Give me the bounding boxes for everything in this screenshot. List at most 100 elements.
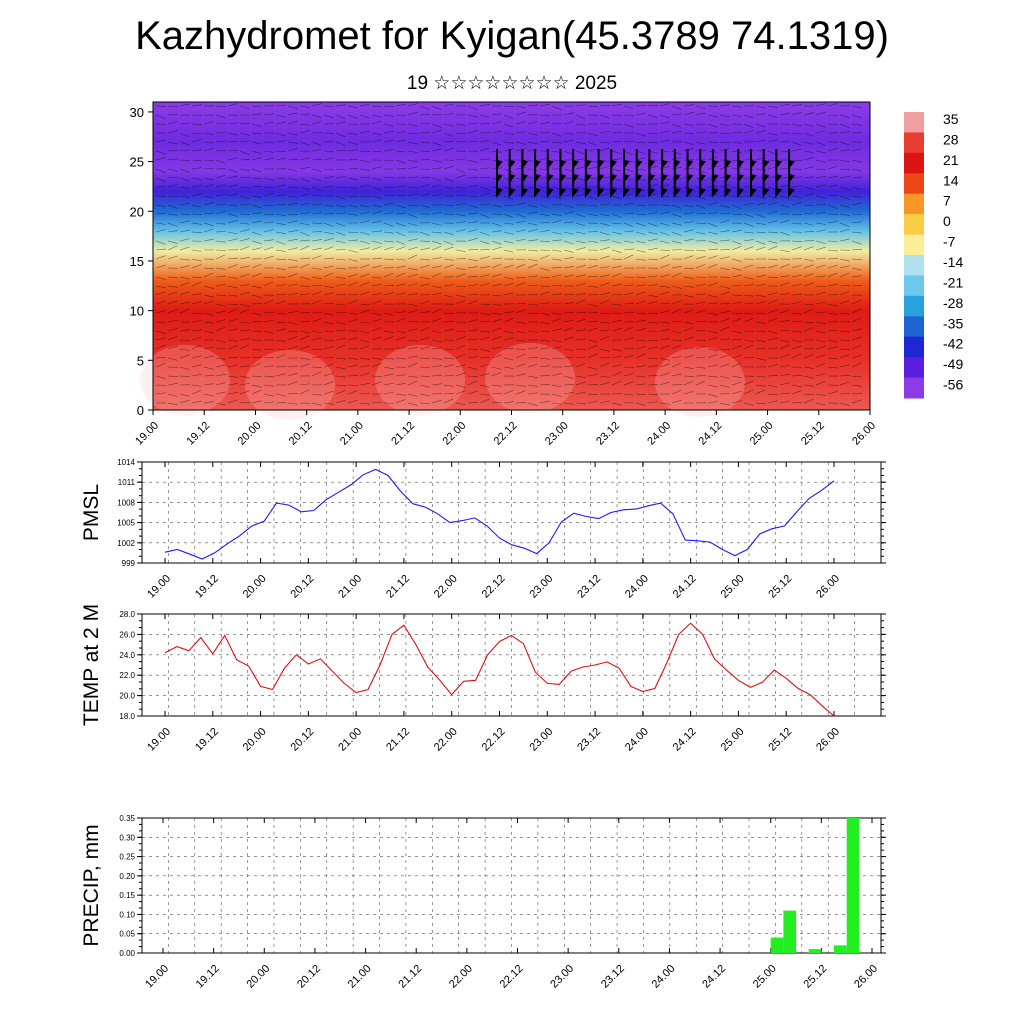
y-tick-label: 1014 <box>117 458 135 467</box>
x-tick-label: 19.00 <box>133 420 161 448</box>
y-axis-label: PMSL <box>80 484 103 541</box>
colorbar-swatch <box>904 336 924 358</box>
y-tick-label: 30 <box>130 105 144 120</box>
warm-core <box>140 345 230 415</box>
colorbar-label: 35 <box>943 111 959 127</box>
colorbar-label: -14 <box>943 254 963 270</box>
x-tick-label: 25.12 <box>766 573 794 601</box>
y-tick-label: 0 <box>137 403 144 418</box>
y-tick-label: 28.0 <box>119 610 135 619</box>
x-tick-label: 24.00 <box>645 420 673 448</box>
x-tick-label: 20.12 <box>289 726 317 754</box>
colorbar-swatch <box>904 173 924 195</box>
x-tick-label: 22.12 <box>492 420 520 448</box>
y-axis-label: PRECIP, mm <box>80 824 103 946</box>
y-tick-label: 999 <box>122 559 136 568</box>
x-tick-label: 19.12 <box>193 726 221 754</box>
cross-section-panel: 0 5 10 15 20 25 30 19.00 19.12 20.00 20.12 21.00 21.… <box>130 101 963 448</box>
pmsl-panel: 999 1002 1005 1008 1011 1014 19.00 19.12 20.00 20… <box>80 458 886 601</box>
y-tick-label: 25 <box>130 155 144 170</box>
x-tick-label: 19.12 <box>193 573 221 601</box>
y-axis-label: TEMP at 2 M <box>80 604 103 726</box>
y-tick-label: 1008 <box>117 498 135 507</box>
colorbar-swatch <box>904 255 924 276</box>
x-tick-label: 25.00 <box>719 573 747 601</box>
x-tick-label: 25.12 <box>802 963 830 991</box>
x-tick-label: 23.12 <box>575 726 603 754</box>
x-tick-label: 23.12 <box>575 573 603 601</box>
colorbar-label: -56 <box>943 377 963 393</box>
x-tick-label: 20.12 <box>295 963 323 991</box>
x-tick-label: 22.12 <box>480 726 508 754</box>
colorbar-label: 14 <box>943 172 959 188</box>
colorbar-label: 7 <box>943 193 951 209</box>
warm-core <box>485 343 575 413</box>
x-tick-label: 20.00 <box>241 726 269 754</box>
x-tick-label: 24.12 <box>671 726 699 754</box>
y-tick-label: 1011 <box>118 478 136 487</box>
colorbar-swatch <box>904 295 924 317</box>
y-tick-label: 0.10 <box>119 910 135 919</box>
plot-frame <box>141 461 882 564</box>
x-tick-label: 20.12 <box>289 573 317 601</box>
y-tick-label: 20 <box>130 204 144 219</box>
colorbar-label: 21 <box>943 152 959 168</box>
y-tick-label: 0.35 <box>119 814 135 823</box>
precip-panel: 0.00 0.05 0.10 0.15 0.20 0.25 0.30 0.35 19.00 19.… <box>80 814 886 991</box>
x-tick-label: 24.00 <box>650 963 678 991</box>
precip-bar <box>846 818 860 953</box>
colorbar-label: 0 <box>943 213 951 229</box>
y-tick-label: 20.0 <box>119 692 135 701</box>
x-tick-label: 25.12 <box>766 726 794 754</box>
x-tick-label: 24.00 <box>623 726 651 754</box>
x-tick-label: 21.12 <box>384 726 412 754</box>
x-tick-label: 26.00 <box>850 420 878 448</box>
colorbar-label: -42 <box>943 336 963 352</box>
y-tick-label: 15 <box>130 254 144 269</box>
y-tick-label: 1005 <box>117 519 135 528</box>
colorbar-swatch <box>904 377 924 399</box>
plot-frame <box>141 817 882 954</box>
x-tick-label: 20.12 <box>287 420 315 448</box>
page-subtitle: 19 ☆☆☆☆☆☆☆☆ 2025 <box>406 73 618 94</box>
y-tick-label: 0.20 <box>119 872 135 881</box>
y-tick-label: 10 <box>130 304 144 319</box>
y-tick-label: 22.0 <box>119 671 135 680</box>
colorbar-label: -28 <box>943 295 963 311</box>
colorbar-swatch <box>904 132 924 154</box>
x-tick-label: 24.12 <box>671 573 699 601</box>
x-tick-label: 22.12 <box>480 573 508 601</box>
y-tick-label: 0.15 <box>119 891 135 900</box>
x-tick-label: 23.00 <box>543 420 571 448</box>
x-tick-label: 21.12 <box>389 420 417 448</box>
y-tick-label: 24.0 <box>119 651 135 660</box>
x-tick-label: 19.00 <box>145 726 173 754</box>
x-tick-label: 21.12 <box>396 963 424 991</box>
colorbar-swatch <box>904 193 924 215</box>
x-tick-label: 23.12 <box>594 420 622 448</box>
x-tick-label: 26.00 <box>814 726 842 754</box>
x-tick-label: 22.00 <box>432 573 460 601</box>
y-tick-label: 26.0 <box>119 630 135 639</box>
x-tick-label: 21.12 <box>384 573 412 601</box>
colorbar-swatch <box>904 357 924 379</box>
y-tick-label: 0.30 <box>119 833 135 842</box>
y-tick-label: 0.25 <box>119 853 135 862</box>
x-tick-label: 21.00 <box>346 963 374 991</box>
x-tick-label: 25.00 <box>751 963 779 991</box>
x-tick-label: 23.00 <box>527 726 555 754</box>
warm-core <box>375 345 465 415</box>
temp-panel: 18.0 20.0 22.0 24.0 26.0 28.0 19.00 19.12 20.00 2… <box>80 604 886 754</box>
colorbar-label: -35 <box>943 315 963 331</box>
x-tick-label: 24.12 <box>697 420 725 448</box>
pmsl-series-line <box>164 468 835 560</box>
x-tick-label: 23.00 <box>527 573 555 601</box>
x-tick-label: 19.00 <box>143 963 171 991</box>
precip-bar <box>808 949 822 953</box>
x-tick-label: 21.00 <box>338 420 366 448</box>
x-tick-label: 19.12 <box>184 420 212 448</box>
x-tick-label: 22.12 <box>498 963 526 991</box>
x-tick-label: 20.00 <box>241 573 269 601</box>
colorbar-label: -21 <box>943 274 963 290</box>
